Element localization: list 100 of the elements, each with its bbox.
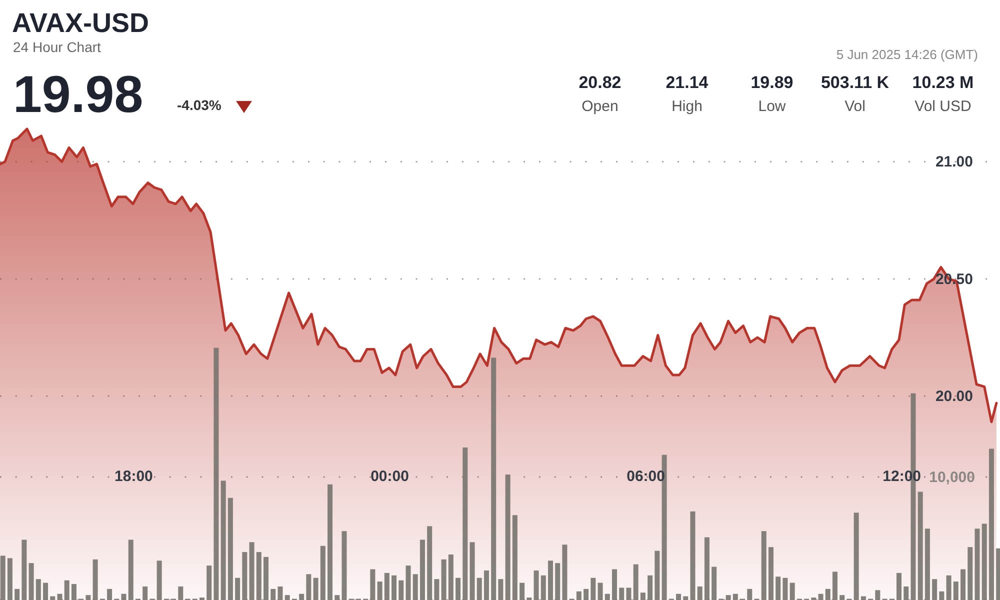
bar — [43, 582, 48, 600]
bar — [28, 563, 34, 600]
annotation: 5 Jun 2025 14:26 (GMT) — [836, 47, 978, 62]
bar — [484, 570, 489, 600]
annotation: 10.23 M — [912, 73, 974, 92]
bar — [825, 588, 830, 600]
bar — [782, 578, 788, 600]
bar — [584, 588, 589, 600]
bar — [320, 546, 326, 600]
bar — [946, 575, 952, 600]
bar — [776, 576, 781, 600]
x-tick-label: 00:00 — [370, 468, 409, 485]
bar — [896, 572, 902, 600]
bar — [932, 579, 938, 600]
bar — [313, 578, 318, 600]
bar — [434, 579, 440, 600]
y2-tick-label: 10,000 — [929, 469, 975, 486]
bar — [214, 348, 219, 600]
chart-title: AVAX-USD — [12, 8, 150, 38]
bar — [683, 596, 688, 600]
bar — [206, 566, 212, 600]
annotation: High — [672, 98, 702, 115]
bar — [726, 595, 731, 600]
x-tick-label: 18:00 — [114, 468, 153, 485]
bar — [107, 588, 112, 600]
bar — [448, 554, 454, 600]
bar — [512, 515, 518, 600]
bar — [456, 578, 461, 600]
bar — [306, 574, 312, 600]
annotation: Low — [758, 98, 786, 115]
bar — [904, 586, 909, 600]
bar — [22, 540, 27, 600]
bar — [996, 548, 1000, 600]
bar — [598, 582, 603, 600]
bar — [142, 586, 148, 600]
bar — [342, 531, 347, 600]
bar — [256, 552, 262, 600]
bar — [462, 447, 468, 600]
annotation: -4.03% — [177, 97, 222, 113]
annotation: Vol USD — [914, 98, 972, 115]
bar — [534, 570, 539, 600]
text: 24 Hour Chart — [13, 39, 102, 55]
annotation: 19.98 — [13, 66, 144, 124]
bar — [156, 560, 162, 600]
bar — [92, 559, 98, 600]
bar — [86, 595, 91, 600]
bar — [470, 542, 475, 600]
bar — [36, 579, 41, 600]
annotation: 21.14 — [666, 73, 709, 92]
bar — [328, 484, 333, 600]
bar — [768, 547, 774, 600]
bar — [249, 542, 254, 600]
bar — [540, 575, 546, 600]
bar — [441, 559, 446, 600]
bar — [50, 596, 56, 600]
bar — [71, 584, 76, 600]
bar — [398, 580, 404, 600]
bar — [832, 572, 838, 600]
bar — [406, 566, 411, 600]
annotation: 503.11 K — [820, 73, 890, 92]
bar — [818, 594, 824, 600]
bar — [968, 547, 973, 600]
annotation: Vol — [844, 98, 866, 115]
bar — [648, 575, 653, 600]
bar — [476, 578, 482, 600]
y-tick-label: 21.00 — [935, 154, 973, 171]
bar — [747, 588, 752, 600]
bar — [562, 544, 568, 600]
bar — [505, 474, 510, 600]
bar — [384, 572, 390, 600]
bar — [0, 556, 6, 600]
y-tick-label: 20.00 — [935, 388, 973, 406]
bar — [491, 358, 496, 600]
bar — [790, 582, 795, 600]
bar — [918, 492, 923, 600]
bar — [676, 594, 682, 600]
bar — [960, 569, 966, 600]
bar — [270, 588, 276, 600]
annotation: Open — [582, 98, 618, 115]
bar — [974, 528, 980, 600]
bar — [576, 591, 582, 600]
bar — [498, 579, 504, 600]
bar — [7, 558, 12, 600]
bar — [612, 569, 618, 600]
annotation: 19.89 — [750, 73, 794, 92]
bar — [370, 569, 376, 600]
bar — [278, 586, 283, 600]
bar — [392, 575, 397, 600]
bar — [982, 524, 987, 600]
bar — [235, 578, 240, 600]
bar — [377, 582, 382, 600]
bar — [604, 594, 610, 600]
bar — [128, 540, 134, 600]
bar — [412, 574, 418, 600]
bar — [939, 591, 944, 600]
bar — [427, 526, 432, 600]
bar — [520, 582, 525, 600]
bar — [697, 586, 702, 600]
bar — [761, 531, 766, 600]
annotation: 20.82 — [578, 73, 622, 92]
